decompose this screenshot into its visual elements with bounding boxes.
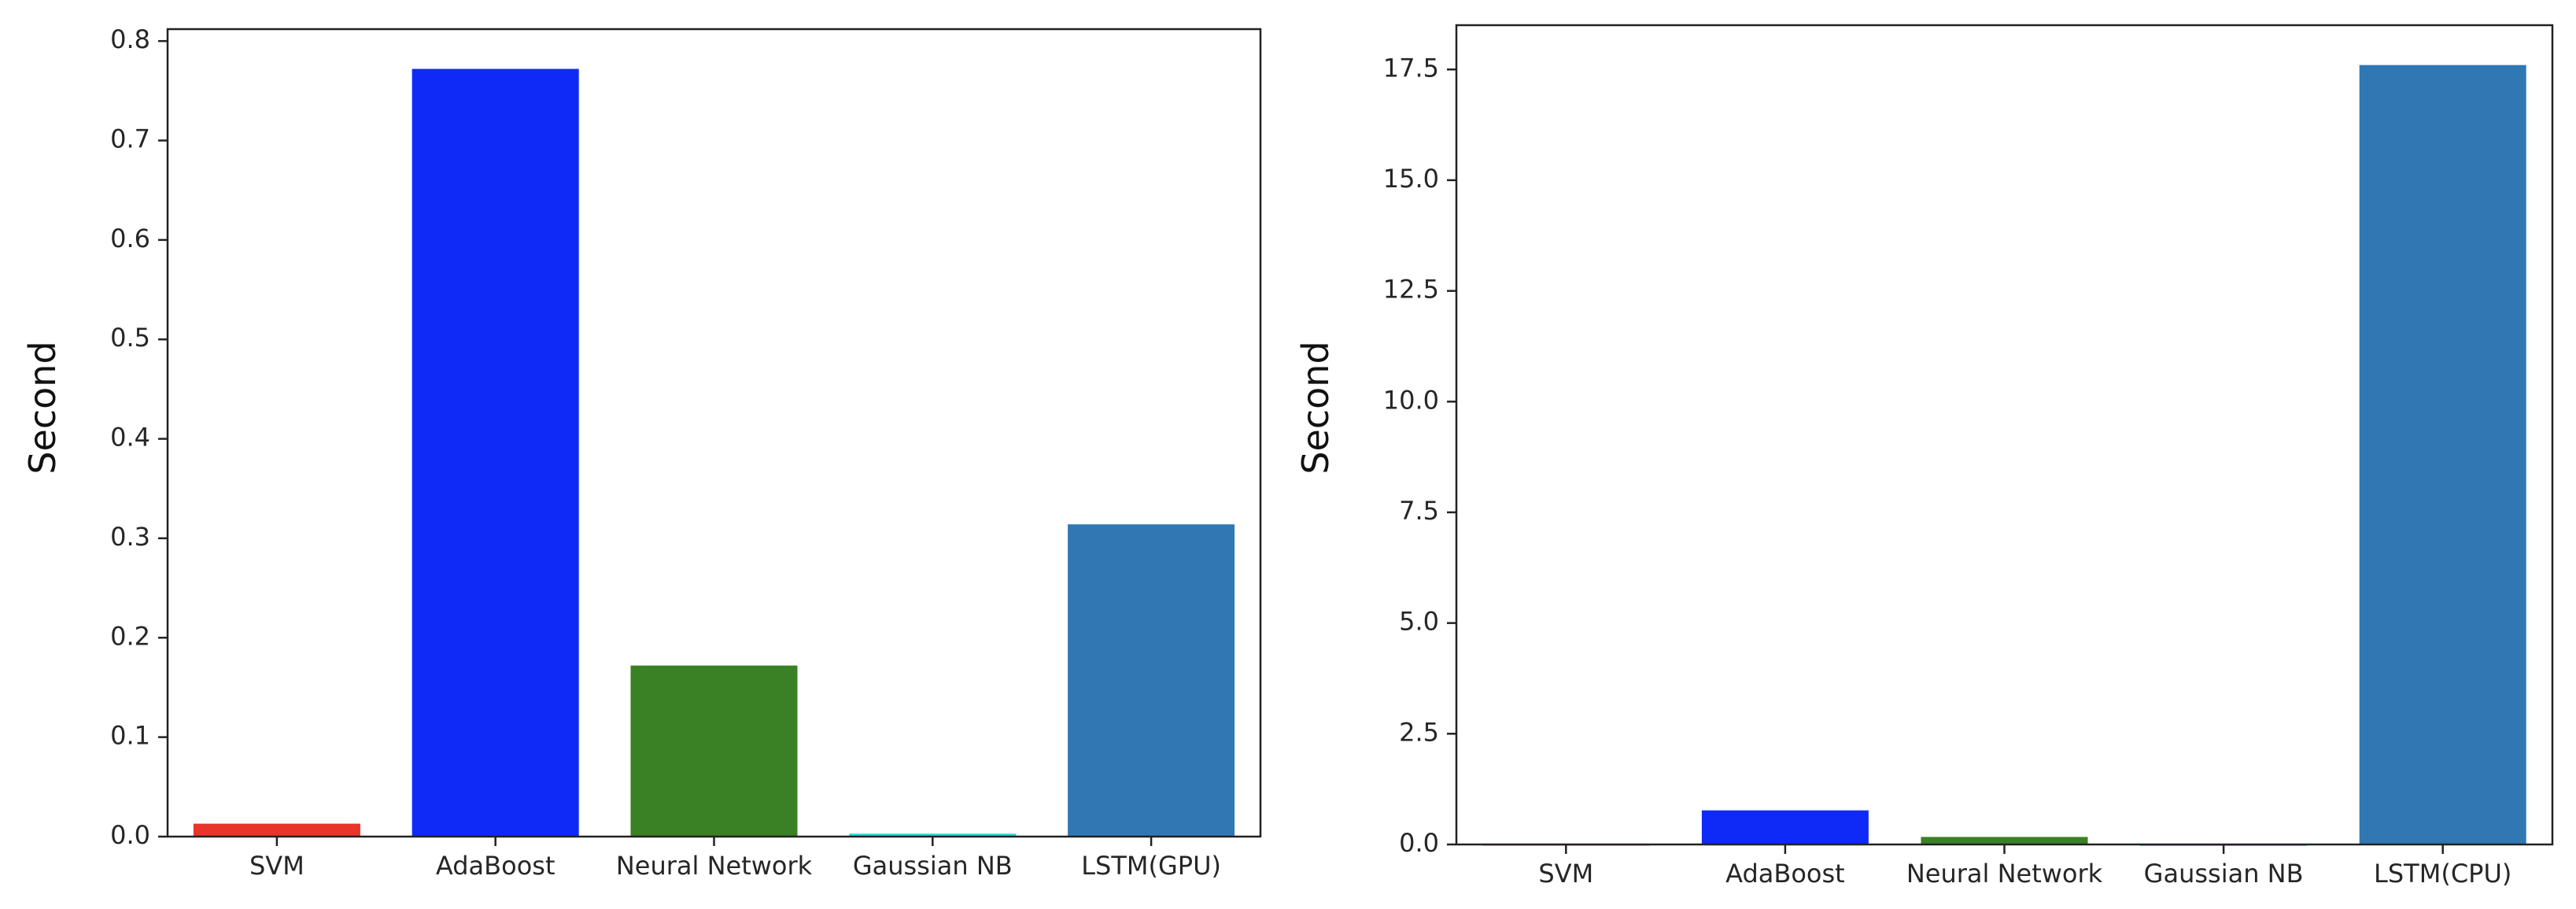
y-tick-label: 0.0 xyxy=(1399,828,1439,858)
y-tick-label: 0.7 xyxy=(110,124,150,154)
bar-lstm-gpu xyxy=(1068,524,1235,837)
x-tick-label: AdaBoost xyxy=(436,851,555,881)
bar-svm xyxy=(193,823,360,837)
y-tick-label: 17.5 xyxy=(1383,53,1439,83)
y-tick-label: 2.5 xyxy=(1399,717,1439,747)
y-tick-label: 0.3 xyxy=(110,522,150,552)
y-tick-label: 15.0 xyxy=(1383,164,1439,194)
bar-lstm-cpu xyxy=(2359,65,2526,844)
y-tick-label: 0.8 xyxy=(110,24,150,54)
x-tick-label: AdaBoost xyxy=(1725,859,1845,889)
y-tick-label: 0.6 xyxy=(110,224,150,253)
y-tick-label: 7.5 xyxy=(1399,496,1439,526)
bar-adaboost xyxy=(1701,810,1869,844)
y-tick-label: 0.2 xyxy=(110,621,150,651)
y-tick-label: 12.5 xyxy=(1383,275,1439,305)
x-tick-label: Neural Network xyxy=(616,851,813,881)
y-tick-label: 0.5 xyxy=(110,323,150,353)
x-tick-label: SVM xyxy=(249,851,304,881)
bar-gaussian-nb xyxy=(849,833,1017,837)
y-tick-label: 0.4 xyxy=(110,423,150,453)
x-tick-label: Gaussian NB xyxy=(2144,859,2304,889)
y-axis-label: Second xyxy=(21,341,64,474)
y-axis-label: Second xyxy=(1294,341,1337,474)
y-tick-label: 10.0 xyxy=(1383,385,1439,415)
x-tick-label: SVM xyxy=(1538,859,1593,889)
x-tick-label: Gaussian NB xyxy=(853,851,1013,881)
chart-panel-right: 0.0 2.5 5.0 7.5 10.0 12.5 15.0 17.5 SVM AdaBoost N… xyxy=(1294,24,2554,889)
bar-neural-network xyxy=(630,665,798,837)
y-tick-label: 0.1 xyxy=(110,721,150,751)
bar-adaboost xyxy=(411,68,579,837)
x-tick-label: LSTM(GPU) xyxy=(1081,851,1221,881)
chart-panel-left: 0.0 0.1 0.2 0.3 0.4 0.5 0.6 0.7 0.8 SVM AdaBoost Ne… xyxy=(21,24,1262,881)
x-tick-label: LSTM(CPU) xyxy=(2374,859,2511,889)
x-tick-label: Neural Network xyxy=(1906,859,2103,889)
y-tick-label: 5.0 xyxy=(1399,607,1439,637)
y-tick-label: 0.0 xyxy=(110,820,150,850)
bar-neural-network xyxy=(1921,837,2088,844)
